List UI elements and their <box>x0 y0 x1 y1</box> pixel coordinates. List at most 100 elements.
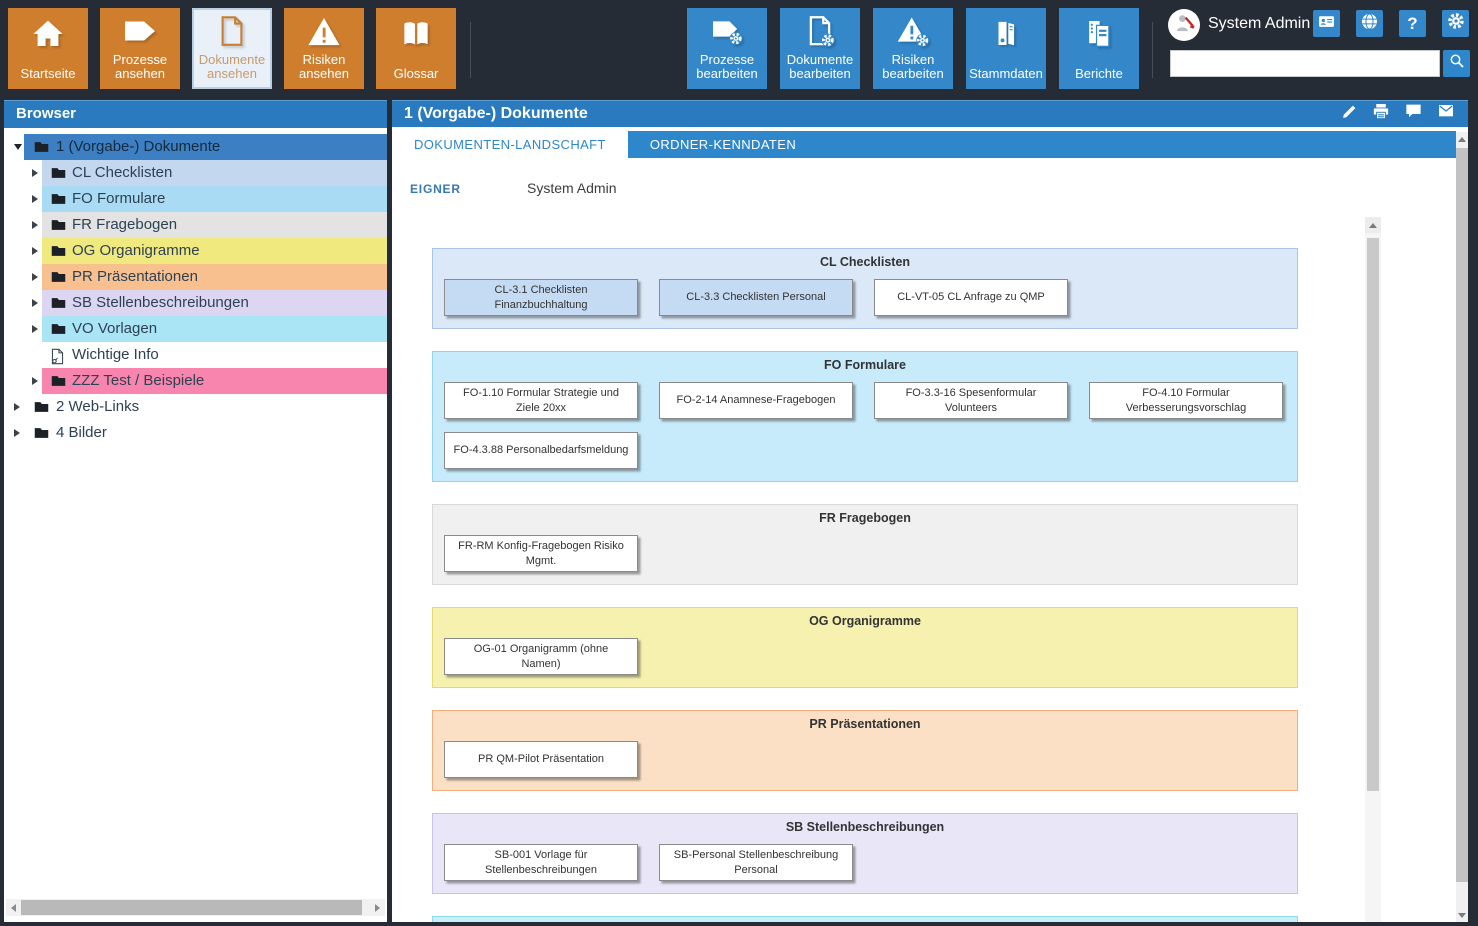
tree-item-sb-stellenbeschreibungen[interactable]: SB Stellenbeschreibungen <box>4 290 387 316</box>
tree-item-highlight <box>42 186 387 212</box>
page-title: 1 (Vorgabe-) Dokumente <box>404 104 588 122</box>
document-card-pr-qm-pilot-pr-sentation[interactable]: PR QM-Pilot Präsentation <box>444 741 638 778</box>
chevron-right-icon[interactable] <box>32 195 38 203</box>
printer-button[interactable] <box>1371 102 1391 126</box>
help-button[interactable]: ? <box>1399 10 1426 37</box>
content-scroll-up-button[interactable] <box>1456 132 1468 146</box>
browser-sidebar: Browser 1 (Vorgabe-) Dokumente CL Checkli… <box>4 100 387 922</box>
tree-item-highlight <box>24 134 387 160</box>
toolbar-tile-prozesse-bearbeiten[interactable]: Prozesse bearbeiten <box>687 8 767 89</box>
toolbar-tile-risiken-bearbeiten[interactable]: Risiken bearbeiten <box>873 8 953 89</box>
document-card-sb-001-vorlage-f-r-stellenbeschreibungen[interactable]: SB-001 Vorlage für Stellenbeschreibungen <box>444 844 638 881</box>
tree-item-cl-checklisten[interactable]: CL Checklisten <box>4 160 387 186</box>
owner-row: EIGNER System Admin <box>410 180 616 196</box>
tree-item-fo-formulare[interactable]: FO Formulare <box>4 186 387 212</box>
toolbar-tile-glossar[interactable]: Glossar <box>376 8 456 89</box>
process-icon <box>121 10 159 53</box>
chevron-right-icon[interactable] <box>32 377 38 385</box>
section-title: OG Organigramme <box>809 614 921 628</box>
landscape-section-fr-fragebogen: FR Fragebogen FR-RM Konfig-Fragebogen Ris… <box>432 504 1298 585</box>
process-gear-icon <box>708 10 746 53</box>
document-card-fo-3-3-16-spesenformular-volunteers[interactable]: FO-3.3-16 Spesenformular Volunteers <box>874 382 1068 419</box>
tree-item-vo-vorlagen[interactable]: VO Vorlagen <box>4 316 387 342</box>
landscape-section-pr-pr-sentationen: PR Präsentationen PR QM-Pilot Präsentatio… <box>432 710 1298 791</box>
document-card-fo-2-14-anamnese-fragebogen[interactable]: FO-2-14 Anamnese-Fragebogen <box>659 382 853 419</box>
envelope-button[interactable] <box>1436 103 1456 124</box>
search-input[interactable] <box>1170 50 1440 77</box>
content-scroll-down-button[interactable] <box>1456 908 1468 922</box>
chevron-right-icon[interactable] <box>32 247 38 255</box>
scroll-left-button[interactable] <box>6 899 21 916</box>
toolbar-tile-dokumente-ansehen[interactable]: Dokumente ansehen <box>192 8 272 89</box>
search-button[interactable] <box>1443 50 1470 77</box>
tree-item-pr-pr-sentationen[interactable]: PR Präsentationen <box>4 264 387 290</box>
toolbar-tile-stammdaten[interactable]: Stammdaten <box>966 8 1046 89</box>
tree-item-wichtige-info[interactable]: Wichtige Info <box>4 342 387 368</box>
tree-item-og-organigramme[interactable]: OG Organigramme <box>4 238 387 264</box>
tree-item-fr-fragebogen[interactable]: FR Fragebogen <box>4 212 387 238</box>
tree-item-highlight <box>42 160 387 186</box>
chevron-right-icon[interactable] <box>14 403 20 411</box>
document-card-fo-4-3-88-personalbedarfsmeldung[interactable]: FO-4.3.88 Personalbedarfsmeldung <box>444 432 638 469</box>
landscape-section-fo-formulare: FO Formulare FO-1.10 Formular Strategie u… <box>432 351 1298 482</box>
tree-item-zzz-test-beispiele[interactable]: ZZZ Test / Beispiele <box>4 368 387 394</box>
tree-item-label: Wichtige Info <box>72 346 159 363</box>
toolbar-tile-prozesse-ansehen[interactable]: Prozesse ansehen <box>100 8 180 89</box>
tree-item-highlight <box>42 264 387 290</box>
id-card-button[interactable] <box>1313 10 1340 37</box>
tab-dokumenten-landschaft[interactable]: DOKUMENTEN-LANDSCHAFT <box>392 131 628 158</box>
globe-button[interactable] <box>1356 10 1383 37</box>
tab-ordner-kenndaten[interactable]: ORDNER-KENNDATEN <box>649 137 797 152</box>
chevron-down-icon[interactable] <box>14 144 22 150</box>
settings-button[interactable] <box>1442 10 1469 37</box>
landscape-section-cl-checklisten: CL Checklisten CL-3.1 Checklisten Finanzb… <box>432 248 1298 329</box>
comment-button[interactable] <box>1404 102 1423 125</box>
landscape-section-og-organigramme: OG Organigramme OG-01 Organigramm (ohne N… <box>432 607 1298 688</box>
tab-bar: DOKUMENTEN-LANDSCHAFT ORDNER-KENNDATEN <box>392 131 1456 158</box>
chevron-right-icon[interactable] <box>32 299 38 307</box>
toolbar-tile-risiken-ansehen[interactable]: Risiken ansehen <box>284 8 364 89</box>
tree-item-highlight <box>42 238 387 264</box>
document-card-sb-personal-stellenbeschreibung-personal[interactable]: SB-Personal Stellenbeschreibung Personal <box>659 844 853 881</box>
pencil-button[interactable] <box>1341 103 1358 125</box>
section-title: FR Fragebogen <box>819 511 911 525</box>
tree-item-label: 2 Web-Links <box>56 398 140 415</box>
tree-item-label: 1 (Vorgabe-) Dokumente <box>56 138 221 155</box>
document-card-fo-4-10-formular-verbesserungsvorschlag[interactable]: FO-4.10 Formular Verbesserungsvorschlag <box>1089 382 1283 419</box>
toolbar-tile-startseite[interactable]: Startseite <box>8 8 88 89</box>
document-card-og-01-organigramm-ohne-namen[interactable]: OG-01 Organigramm (ohne Namen) <box>444 638 638 675</box>
folder-icon <box>51 218 66 236</box>
tree-item-4-bilder[interactable]: 4 Bilder <box>4 420 387 446</box>
sidebar-scrollbar-thumb[interactable] <box>21 900 362 915</box>
chevron-right-icon[interactable] <box>32 221 38 229</box>
folder-icon <box>51 192 66 210</box>
toolbar-tile-label: Dokumente ansehen <box>198 51 266 82</box>
chevron-right-icon[interactable] <box>14 429 20 437</box>
chevron-right-icon[interactable] <box>32 325 38 333</box>
toolbar-tile-label: Glossar <box>393 66 439 82</box>
user-avatar[interactable] <box>1168 9 1200 41</box>
landscape-scroll-up-button[interactable] <box>1365 217 1381 233</box>
content-scrollbar-thumb[interactable] <box>1456 148 1468 882</box>
scroll-right-button[interactable] <box>370 899 385 916</box>
settings-icon <box>1446 11 1466 36</box>
document-card-cl-3-3-checklisten-personal[interactable]: CL-3.3 Checklisten Personal <box>659 279 853 316</box>
scroll-up-icon <box>1369 222 1377 228</box>
document-card-cl-vt-05-cl-anfrage-zu-qmp[interactable]: CL-VT-05 CL Anfrage zu QMP <box>874 279 1068 316</box>
tree-item-2-web-links[interactable]: 2 Web-Links <box>4 394 387 420</box>
toolbar-tile-dokumente-bearbeiten[interactable]: Dokumente bearbeiten <box>780 8 860 89</box>
header-actions <box>1341 102 1468 126</box>
tree-item-1-vorgabe-dokumente[interactable]: 1 (Vorgabe-) Dokumente <box>4 134 387 160</box>
section-cards: CL-3.1 Checklisten Finanzbuchhaltung CL-3… <box>443 279 1287 316</box>
folder-icon <box>51 166 66 184</box>
landscape-scrollbar-thumb[interactable] <box>1367 238 1379 791</box>
toolbar-tile-berichte[interactable]: Berichte <box>1059 8 1139 89</box>
envelope-icon <box>1436 103 1456 124</box>
id-card-icon <box>1317 13 1336 35</box>
document-card-cl-3-1-checklisten-finanzbuchhaltung[interactable]: CL-3.1 Checklisten Finanzbuchhaltung <box>444 279 638 316</box>
document-card-fo-1-10-formular-strategie-und-ziele-20xx[interactable]: FO-1.10 Formular Strategie und Ziele 20x… <box>444 382 638 419</box>
document-card-fr-rm-konfig-fragebogen-risiko-mgmt[interactable]: FR-RM Konfig-Fragebogen Risiko Mgmt. <box>444 535 638 572</box>
chevron-right-icon[interactable] <box>32 273 38 281</box>
tree-item-highlight <box>42 290 387 316</box>
chevron-right-icon[interactable] <box>32 169 38 177</box>
